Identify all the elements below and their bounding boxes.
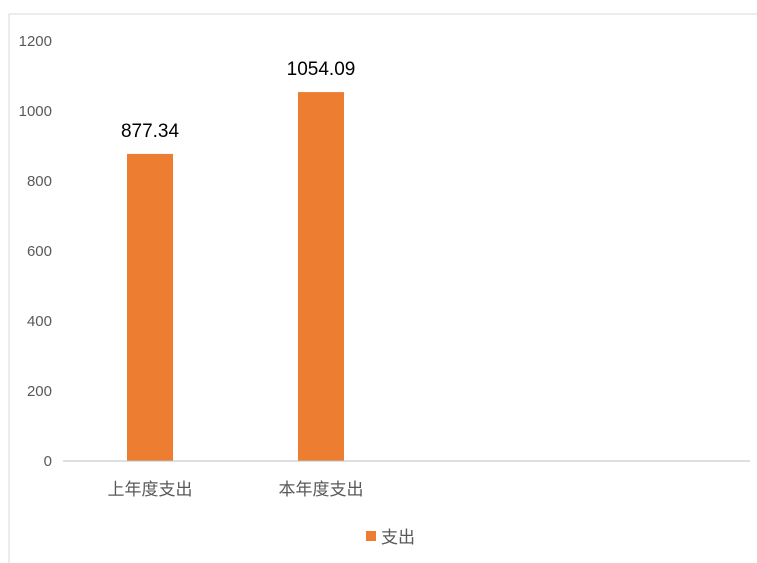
category-label: 上年度支出	[108, 480, 193, 499]
legend-swatch	[366, 531, 376, 541]
data-label: 1054.09	[287, 59, 356, 80]
bar-series	[127, 92, 344, 462]
y-tick-label: 800	[27, 173, 52, 190]
category-label: 本年度支出	[279, 480, 364, 499]
data-label: 877.34	[121, 121, 180, 142]
y-tick-label: 1000	[19, 103, 52, 120]
x-axis-categories: 上年度支出 本年度支出	[108, 480, 364, 499]
bar[interactable]	[127, 153, 173, 461]
y-tick-label: 600	[27, 243, 52, 260]
bar[interactable]	[298, 92, 344, 462]
data-labels: 877.34 1054.09	[121, 59, 355, 142]
y-tick-label: 1200	[19, 33, 52, 50]
legend: 支出	[366, 528, 415, 547]
y-tick-label: 200	[27, 383, 52, 400]
y-axis-ticks: 0 200 400 600 800 1000 1200	[19, 33, 52, 470]
legend-label: 支出	[381, 528, 415, 547]
y-tick-label: 400	[27, 313, 52, 330]
y-tick-label: 0	[44, 453, 52, 470]
